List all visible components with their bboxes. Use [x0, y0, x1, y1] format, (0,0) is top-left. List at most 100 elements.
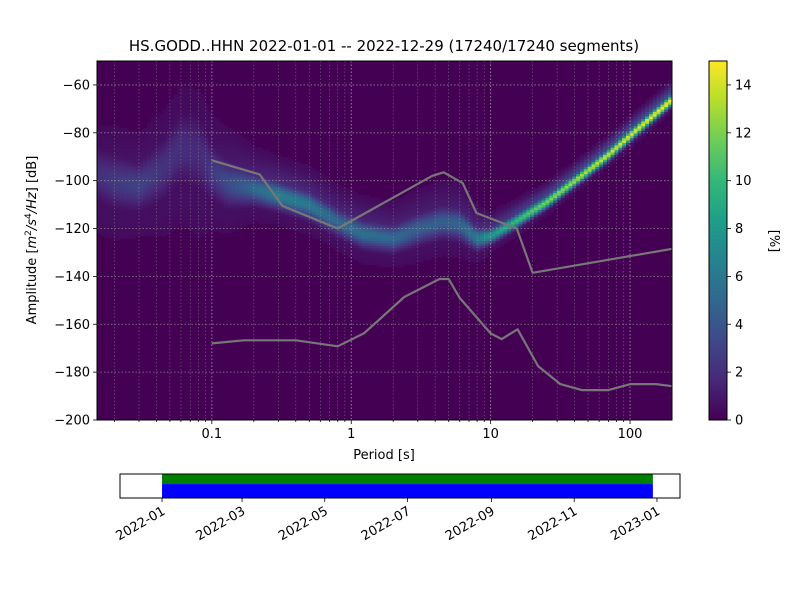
heatmap-cell	[112, 128, 117, 131]
heatmap-cell	[549, 185, 554, 189]
heatmap-cell	[419, 233, 424, 237]
heatmap-cell	[380, 226, 386, 230]
heatmap-cell	[219, 206, 225, 210]
heatmap-cell	[353, 221, 359, 225]
heatmap-cell	[231, 199, 236, 203]
heatmap-cell	[212, 149, 217, 153]
heatmap-cell	[499, 218, 504, 222]
heatmap-cell	[200, 183, 205, 187]
heatmap-cell	[468, 216, 474, 220]
heatmap-cell	[522, 214, 527, 218]
heatmap-cell	[238, 211, 244, 215]
heatmap-cell	[131, 197, 136, 201]
heatmap-cell	[626, 135, 631, 139]
heatmap-cell	[231, 173, 236, 177]
heatmap-cell	[120, 216, 125, 220]
heatmap-cell	[219, 230, 225, 234]
heatmap-cell	[238, 187, 244, 191]
heatmap-cell	[235, 209, 240, 213]
heatmap-cell	[258, 209, 263, 213]
heatmap-cell	[465, 240, 470, 244]
heatmap-cell	[403, 233, 409, 237]
heatmap-cell	[392, 221, 397, 225]
heatmap-cell	[181, 135, 186, 139]
heatmap-cell	[123, 195, 129, 199]
heatmap-cell	[438, 250, 443, 254]
heatmap-cell	[564, 166, 570, 170]
heatmap-cell	[388, 257, 393, 261]
heatmap-cell	[373, 254, 378, 258]
heatmap-cell	[212, 132, 217, 136]
heatmap-cell	[150, 202, 156, 206]
heatmap-cell	[166, 216, 171, 220]
heatmap-cell	[139, 147, 144, 151]
heatmap-cell	[169, 202, 175, 206]
heatmap-cell	[330, 187, 336, 191]
heatmap-cell	[465, 242, 470, 246]
heatmap-cell	[311, 173, 317, 177]
heatmap-cell	[603, 154, 608, 158]
heatmap-cell	[350, 216, 355, 220]
heatmap-cell	[219, 156, 225, 160]
heatmap-cell	[530, 202, 535, 206]
heatmap-cell	[162, 226, 167, 230]
heatmap-cell	[284, 178, 290, 182]
heatmap-cell	[373, 238, 378, 242]
heatmap-cell	[511, 216, 516, 220]
heatmap-cell	[576, 163, 581, 167]
heatmap-cell	[491, 233, 497, 237]
heatmap-cell	[173, 108, 179, 112]
heatmap-cell	[461, 233, 466, 237]
heatmap-cell	[212, 151, 217, 155]
heatmap-cell	[116, 226, 121, 230]
heatmap-cell	[583, 183, 589, 187]
heatmap-cell	[438, 183, 443, 187]
heatmap-cell	[196, 125, 202, 129]
heatmap-cell	[258, 211, 263, 215]
heatmap-cell	[461, 240, 466, 244]
heatmap-cell	[365, 202, 370, 206]
heatmap-cell	[327, 192, 332, 196]
heatmap-cell	[123, 209, 129, 213]
heatmap-cell	[415, 209, 420, 213]
heatmap-cell	[484, 242, 489, 246]
heatmap-cell	[292, 163, 297, 167]
heatmap-cell	[204, 135, 209, 139]
heatmap-cell	[261, 163, 267, 167]
heatmap-cell	[104, 125, 110, 129]
heatmap-cell	[112, 226, 117, 230]
heatmap-cell	[269, 151, 274, 155]
heatmap-cell	[591, 175, 596, 179]
heatmap-cell	[580, 154, 585, 158]
heatmap-cell	[120, 187, 125, 191]
heatmap-cell	[104, 206, 110, 210]
heatmap-cell	[633, 132, 639, 136]
heatmap-cell	[411, 192, 416, 196]
heatmap-cell	[177, 161, 182, 165]
heatmap-cell	[146, 178, 152, 182]
heatmap-cell	[181, 106, 186, 110]
heatmap-cell	[112, 211, 117, 215]
heatmap-cell	[215, 223, 221, 227]
heatmap-cell	[215, 151, 221, 155]
heatmap-cell	[380, 247, 386, 251]
heatmap-cell	[284, 180, 290, 184]
heatmap-cell	[281, 175, 286, 179]
heatmap-cell	[192, 101, 198, 105]
heatmap-cell	[104, 128, 110, 131]
heatmap-cell	[399, 247, 405, 251]
heatmap-cell	[645, 101, 650, 105]
heatmap-cell	[223, 230, 228, 234]
heatmap-cell	[438, 202, 443, 206]
heatmap-cell	[373, 211, 378, 215]
heatmap-cell	[97, 221, 102, 225]
heatmap-cell	[189, 206, 194, 210]
heatmap-cell	[238, 173, 244, 177]
heatmap-cell	[422, 242, 428, 246]
heatmap-cell	[273, 204, 278, 208]
heatmap-cell	[242, 171, 248, 175]
heatmap-cell	[292, 218, 297, 222]
heatmap-cell	[235, 223, 240, 227]
heatmap-cell	[196, 92, 202, 96]
heatmap-cell	[376, 218, 382, 222]
